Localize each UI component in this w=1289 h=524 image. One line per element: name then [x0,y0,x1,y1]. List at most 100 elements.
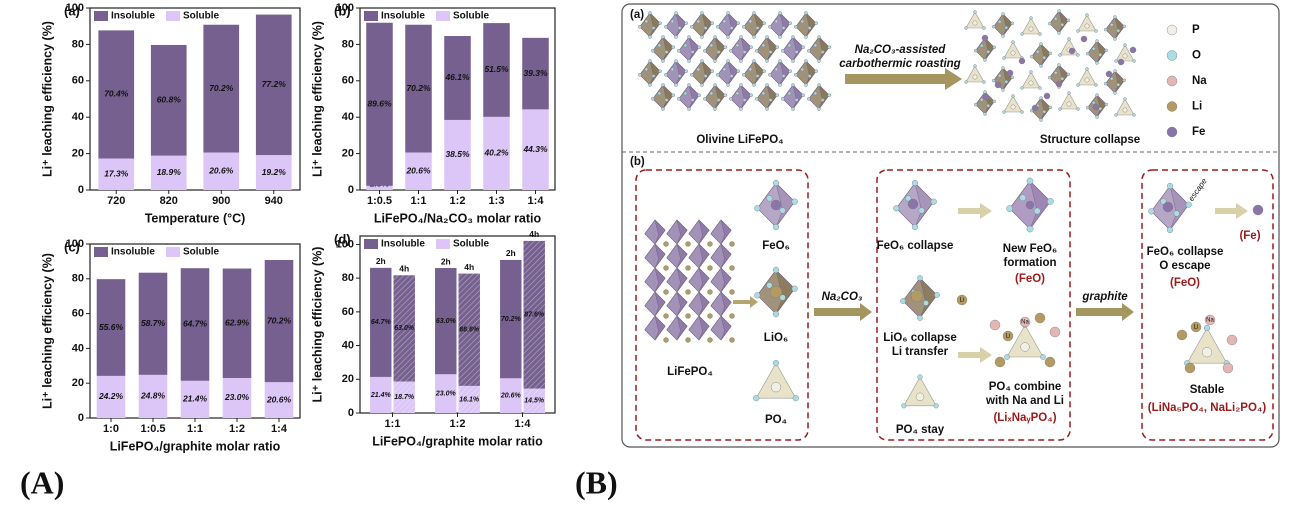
tetrahedron [1003,41,1023,59]
atom [742,98,747,102]
atom [1252,204,1264,216]
octahedron-face [644,315,659,341]
value-label: 77.2% [262,79,287,89]
arrow-text: Na₂CO₃ [822,291,863,303]
atom [1066,101,1072,107]
atom [663,265,669,271]
atom [817,35,821,39]
atom [1122,24,1127,29]
atom [690,98,695,102]
atom [781,49,785,53]
atom [1043,92,1051,100]
bar-segment [264,260,294,383]
atom [707,289,713,295]
atom [1132,59,1136,63]
y-tick-label: 60 [72,75,84,87]
atom [1006,69,1014,77]
atom [791,35,795,39]
arrow [733,296,758,308]
legend-label: P [1192,24,1200,36]
x-axis-label: LiFePO₄/Na₂CO₃ molar ratio [374,211,542,225]
atom [1047,75,1052,80]
atom [1122,53,1128,59]
atom [1031,104,1039,112]
sub-label: (a) [630,9,644,21]
tetrahedron [965,65,985,83]
atom [973,64,977,68]
atom [778,35,782,39]
bar-segment [522,109,549,190]
legend-label: Soluble [183,247,220,258]
bar-segment [366,22,393,186]
atom [986,50,990,54]
value-label: 51.5% [484,64,509,74]
atom [677,74,682,78]
atom [1029,108,1034,113]
atom [804,35,808,39]
atom [1066,18,1071,23]
label: FeO₆ collapse [1147,246,1224,258]
atom [774,67,779,72]
bar-segment [180,380,210,418]
atom [775,93,779,97]
atom [749,45,753,49]
atom [768,25,772,29]
legend-label: Soluble [453,11,490,22]
atom [683,91,688,96]
atom [1010,104,1016,110]
bar-segment [150,44,187,156]
label: PO₄ combine [989,381,1062,393]
x-tick-label: 820 [160,195,178,207]
x-tick-label: 1:2 [450,195,466,207]
atom [1173,210,1180,217]
atom [981,34,989,42]
atom [1039,42,1043,46]
atom [707,313,713,319]
atom [956,294,968,306]
atom [1053,70,1058,75]
atom [994,356,1006,368]
atom [807,49,811,53]
atom [1058,53,1062,57]
atom [1001,34,1005,38]
atom [685,337,691,343]
atom [648,35,652,39]
atom [998,73,1002,78]
atom [716,73,720,77]
x-tick-label: 720 [107,195,125,207]
sub-label: (b) [630,156,645,168]
atom [1104,102,1109,107]
atom [1190,321,1202,333]
panel-label: (B) [575,464,618,500]
bar-segment [444,119,471,190]
atom [788,69,792,73]
atom [934,292,940,298]
label: O escape [1159,260,1210,272]
atom [1057,63,1061,67]
atom [1042,56,1047,60]
atom [677,26,682,30]
atom [762,21,766,25]
atom [687,83,691,87]
atom [658,21,662,25]
atom [766,282,773,289]
atom [820,98,825,102]
atom [1092,103,1100,111]
atom [814,21,818,25]
atom [684,21,688,25]
tetrahedron [903,376,937,407]
atom [983,112,987,116]
atom [1038,32,1042,36]
atom [696,67,701,72]
atom [772,266,780,274]
value-label: 20.6% [266,394,292,404]
group-label: 2h [441,256,451,266]
atom [1039,96,1043,100]
arrow [814,303,872,321]
value-label: 64.7% [371,319,392,326]
atom [752,11,756,15]
atom [752,59,756,63]
atom [729,49,733,53]
atom [687,35,691,39]
atom [1091,47,1096,51]
